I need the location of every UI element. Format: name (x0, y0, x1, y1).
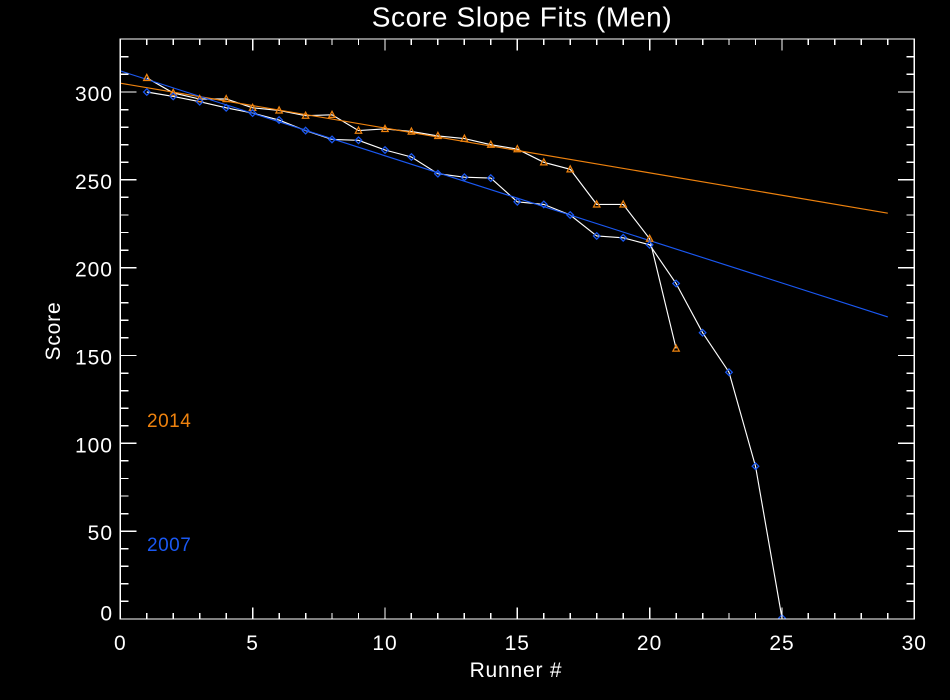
svg-text:20: 20 (637, 632, 662, 655)
svg-text:30: 30 (902, 632, 927, 655)
svg-text:2014: 2014 (147, 411, 191, 432)
svg-text:25: 25 (769, 632, 794, 655)
svg-text:50: 50 (88, 522, 113, 545)
svg-text:300: 300 (75, 83, 113, 106)
svg-text:200: 200 (75, 259, 113, 282)
svg-text:0: 0 (114, 632, 127, 655)
svg-text:2007: 2007 (147, 535, 191, 556)
svg-text:100: 100 (75, 434, 113, 457)
svg-text:0: 0 (100, 603, 113, 626)
svg-text:Score: Score (42, 302, 65, 361)
svg-text:5: 5 (246, 632, 259, 655)
svg-text:10: 10 (372, 632, 397, 655)
svg-text:250: 250 (75, 171, 113, 194)
svg-text:Runner #: Runner # (470, 659, 563, 682)
svg-text:Score Slope Fits (Men): Score Slope Fits (Men) (372, 2, 673, 33)
svg-text:15: 15 (505, 632, 530, 655)
svg-text:150: 150 (75, 347, 113, 370)
